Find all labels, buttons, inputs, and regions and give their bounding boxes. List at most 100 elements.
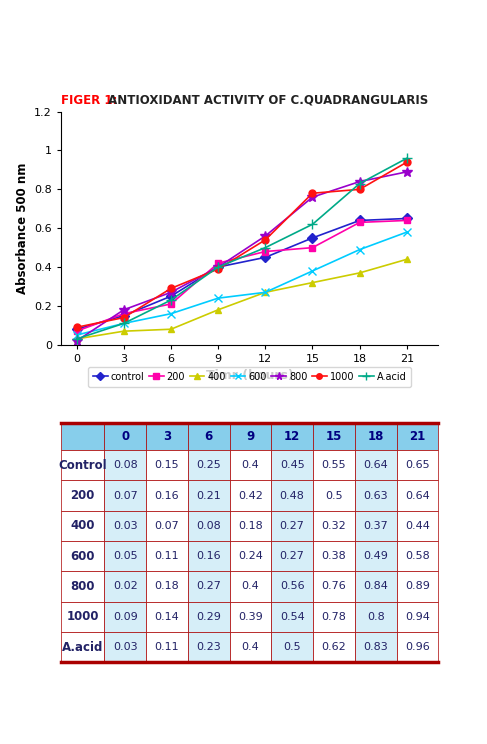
Text: 0.64: 0.64 <box>405 490 430 501</box>
Text: 0.05: 0.05 <box>113 551 137 561</box>
FancyBboxPatch shape <box>104 571 146 602</box>
FancyBboxPatch shape <box>104 481 146 510</box>
FancyBboxPatch shape <box>188 510 229 541</box>
FancyBboxPatch shape <box>229 541 271 571</box>
Text: 3: 3 <box>163 430 171 443</box>
Text: 0.76: 0.76 <box>321 582 346 591</box>
FancyBboxPatch shape <box>271 481 313 510</box>
FancyBboxPatch shape <box>271 571 313 602</box>
FancyBboxPatch shape <box>188 450 229 481</box>
Text: 0.89: 0.89 <box>405 582 430 591</box>
Text: 0.07: 0.07 <box>154 521 179 531</box>
FancyBboxPatch shape <box>313 450 355 481</box>
FancyBboxPatch shape <box>229 423 271 450</box>
Text: 0.78: 0.78 <box>321 612 346 622</box>
FancyBboxPatch shape <box>61 510 104 541</box>
FancyBboxPatch shape <box>229 571 271 602</box>
Text: Control: Control <box>58 459 107 472</box>
Text: 400: 400 <box>70 519 95 533</box>
Text: 0.48: 0.48 <box>280 490 304 501</box>
Text: 0.03: 0.03 <box>113 642 137 652</box>
FancyBboxPatch shape <box>271 510 313 541</box>
X-axis label: Timr (hours): Timr (hours) <box>206 369 294 382</box>
FancyBboxPatch shape <box>229 510 271 541</box>
FancyBboxPatch shape <box>313 571 355 602</box>
Text: 0: 0 <box>121 430 129 443</box>
Text: 0.27: 0.27 <box>196 582 221 591</box>
Text: 0.63: 0.63 <box>363 490 388 501</box>
Text: 0.56: 0.56 <box>280 582 304 591</box>
FancyBboxPatch shape <box>229 602 271 632</box>
Text: 0.58: 0.58 <box>405 551 430 561</box>
FancyBboxPatch shape <box>188 481 229 510</box>
Text: 0.18: 0.18 <box>238 521 263 531</box>
Text: 0.27: 0.27 <box>280 521 304 531</box>
FancyBboxPatch shape <box>229 632 271 662</box>
FancyBboxPatch shape <box>313 510 355 541</box>
Text: 0.62: 0.62 <box>321 642 346 652</box>
Text: 0.49: 0.49 <box>363 551 388 561</box>
Text: 0.96: 0.96 <box>405 642 430 652</box>
Text: 0.4: 0.4 <box>242 582 259 591</box>
Text: ANTIOXIDANT ACTIVITY OF C.QUADRANGULARIS: ANTIOXIDANT ACTIVITY OF C.QUADRANGULARIS <box>104 94 429 107</box>
Text: 0.32: 0.32 <box>321 521 346 531</box>
FancyBboxPatch shape <box>396 541 438 571</box>
FancyBboxPatch shape <box>355 423 396 450</box>
Text: 0.39: 0.39 <box>238 612 263 622</box>
FancyBboxPatch shape <box>61 602 104 632</box>
Text: 200: 200 <box>71 489 95 502</box>
FancyBboxPatch shape <box>146 510 188 541</box>
FancyBboxPatch shape <box>396 481 438 510</box>
FancyBboxPatch shape <box>146 423 188 450</box>
Text: 0.16: 0.16 <box>196 551 221 561</box>
Text: 6: 6 <box>205 430 213 443</box>
Text: 0.11: 0.11 <box>154 551 179 561</box>
Text: 9: 9 <box>246 430 255 443</box>
Text: 0.55: 0.55 <box>321 461 346 470</box>
FancyBboxPatch shape <box>355 541 396 571</box>
FancyBboxPatch shape <box>146 571 188 602</box>
Text: 1000: 1000 <box>66 610 99 623</box>
Text: 0.94: 0.94 <box>405 612 430 622</box>
Text: 0.08: 0.08 <box>113 461 137 470</box>
Text: 0.37: 0.37 <box>363 521 388 531</box>
FancyBboxPatch shape <box>313 632 355 662</box>
FancyBboxPatch shape <box>188 632 229 662</box>
FancyBboxPatch shape <box>355 481 396 510</box>
Text: 0.44: 0.44 <box>405 521 430 531</box>
FancyBboxPatch shape <box>229 450 271 481</box>
Text: 0.16: 0.16 <box>154 490 179 501</box>
Text: A.acid: A.acid <box>62 641 103 653</box>
FancyBboxPatch shape <box>188 541 229 571</box>
Text: 18: 18 <box>368 430 384 443</box>
FancyBboxPatch shape <box>61 632 104 662</box>
Text: 0.38: 0.38 <box>321 551 346 561</box>
Text: 0.5: 0.5 <box>325 490 343 501</box>
Text: 0.23: 0.23 <box>196 642 221 652</box>
Text: 0.07: 0.07 <box>113 490 137 501</box>
FancyBboxPatch shape <box>271 450 313 481</box>
FancyBboxPatch shape <box>271 632 313 662</box>
Text: 600: 600 <box>70 550 95 562</box>
Text: 0.02: 0.02 <box>113 582 137 591</box>
FancyBboxPatch shape <box>313 541 355 571</box>
Text: 15: 15 <box>326 430 342 443</box>
Text: 0.64: 0.64 <box>363 461 388 470</box>
FancyBboxPatch shape <box>146 602 188 632</box>
FancyBboxPatch shape <box>61 450 104 481</box>
Text: 0.29: 0.29 <box>196 612 221 622</box>
Text: 0.08: 0.08 <box>196 521 221 531</box>
Text: 0.45: 0.45 <box>280 461 304 470</box>
Text: 0.27: 0.27 <box>280 551 304 561</box>
FancyBboxPatch shape <box>271 602 313 632</box>
FancyBboxPatch shape <box>355 632 396 662</box>
FancyBboxPatch shape <box>271 423 313 450</box>
Text: 0.4: 0.4 <box>242 642 259 652</box>
Text: 0.25: 0.25 <box>196 461 221 470</box>
FancyBboxPatch shape <box>313 423 355 450</box>
Text: 0.4: 0.4 <box>242 461 259 470</box>
FancyBboxPatch shape <box>355 602 396 632</box>
FancyBboxPatch shape <box>396 510 438 541</box>
FancyBboxPatch shape <box>188 423 229 450</box>
FancyBboxPatch shape <box>355 450 396 481</box>
